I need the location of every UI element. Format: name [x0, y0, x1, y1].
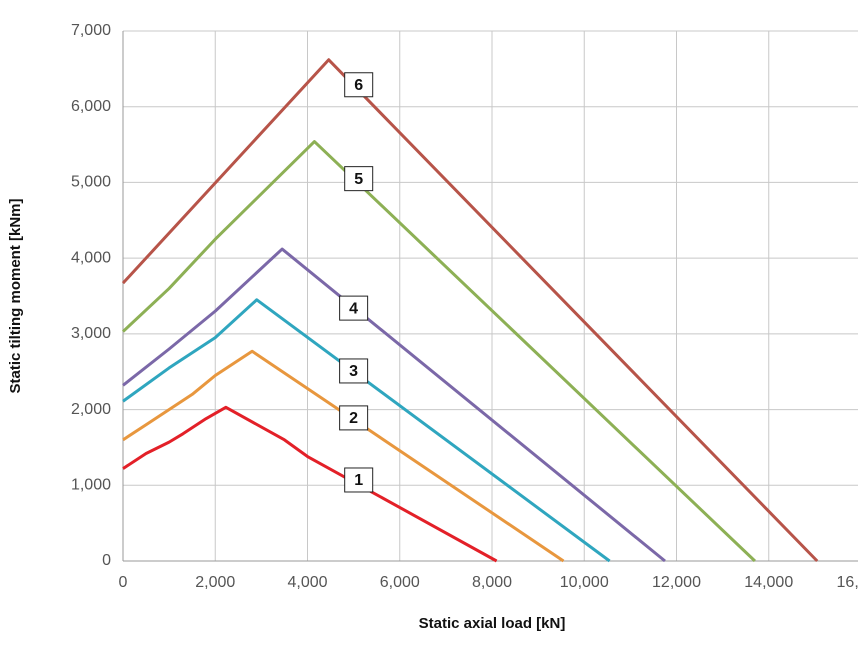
x-tick-label: 6,000: [380, 574, 420, 591]
annotation: 2: [349, 410, 358, 427]
y-tick-label: 3,000: [71, 325, 111, 342]
annotation: 5: [354, 171, 363, 188]
annotation: 3: [349, 363, 358, 380]
label-box: [339, 358, 369, 384]
x-tick-label: 12,000: [652, 574, 701, 591]
y-tick-label: 1,000: [71, 477, 111, 494]
y-tick-label: 4,000: [71, 249, 111, 266]
x-axis-title: Static axial load [kN]: [419, 615, 566, 632]
x-tick-label: 0: [119, 574, 128, 591]
label-box: [339, 295, 369, 321]
series-line: [122, 349, 565, 563]
x-tick-label: 10,000: [560, 574, 609, 591]
annotation: 6: [354, 77, 363, 94]
annotation: 1: [354, 472, 363, 489]
y-axis-title: Static tilting moment [kNm]: [7, 198, 24, 393]
y-tick-label: 5,000: [71, 174, 111, 191]
y-tick-label: 2,000: [71, 401, 111, 418]
series-line: [122, 405, 498, 563]
x-tick-label: 14,000: [744, 574, 793, 591]
y-tick-label: 0: [102, 552, 111, 569]
series-line: [122, 247, 666, 563]
label-box: [339, 405, 369, 431]
y-tick-label: 7,000: [71, 22, 111, 39]
label-box: [344, 467, 374, 493]
label-box: [344, 72, 374, 98]
series-line: [121, 140, 756, 563]
x-tick-label: 2,000: [195, 574, 235, 591]
x-tick-label: 8,000: [472, 574, 512, 591]
x-tick-label: 16,000: [837, 574, 858, 591]
label-box: [344, 166, 374, 192]
x-tick-label: 4,000: [287, 574, 327, 591]
series-line: [121, 58, 819, 563]
annotation: 4: [349, 300, 358, 317]
y-tick-label: 6,000: [71, 98, 111, 115]
series-line: [122, 298, 611, 563]
